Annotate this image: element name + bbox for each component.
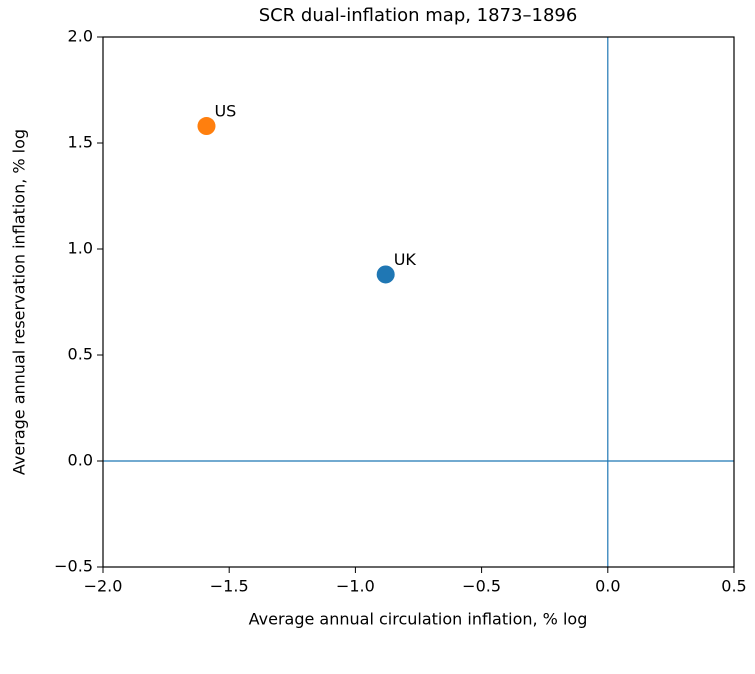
chart-title: SCR dual-inflation map, 1873–1896 (259, 5, 578, 26)
x-tick-label: −1.0 (336, 577, 375, 596)
y-tick-label: 1.5 (68, 133, 93, 152)
x-axis-label: Average annual circulation inflation, % … (249, 610, 588, 629)
point (197, 117, 216, 136)
y-tick-label: 0.0 (68, 451, 93, 470)
point-label: UK (394, 250, 417, 269)
y-tick-label: −0.5 (54, 557, 93, 576)
x-tick-label: −1.5 (210, 577, 249, 596)
plot-frame (102, 36, 735, 568)
point (376, 265, 395, 284)
x-tick-label: −2.0 (84, 577, 123, 596)
x-tick-label: −0.5 (462, 577, 501, 596)
y-tick-label: 2.0 (68, 27, 93, 46)
y-tick-label: 1.0 (68, 239, 93, 258)
y-tick-label: 0.5 (68, 345, 93, 364)
point-label: US (214, 102, 236, 121)
y-axis-label: Average annual reservation inflation, % … (10, 129, 29, 475)
x-tick-label: 0.5 (721, 577, 746, 596)
x-tick-label: 0.0 (595, 577, 620, 596)
